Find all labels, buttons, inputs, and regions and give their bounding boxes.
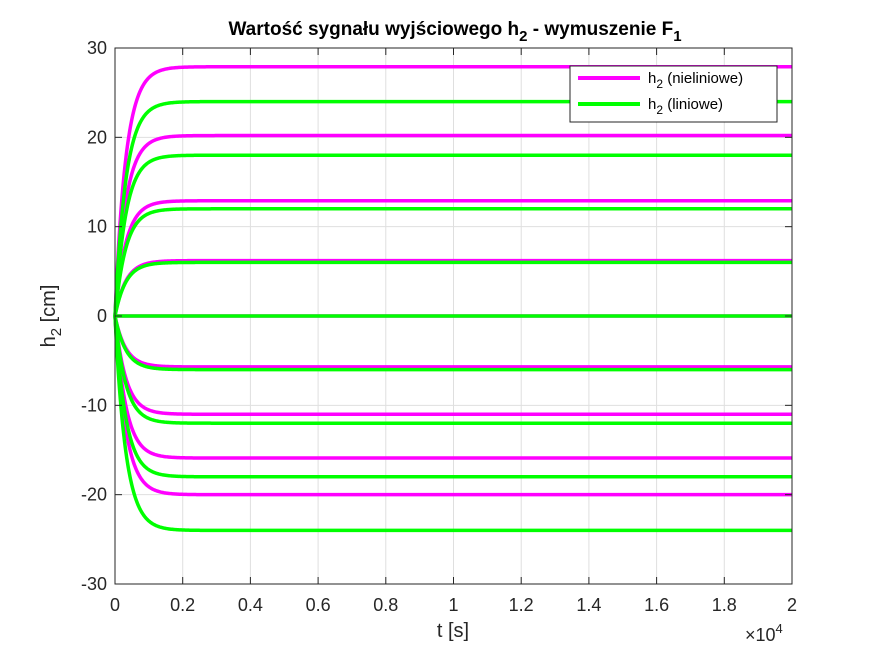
legend-nonlinear-rest: (nieliniowe)	[663, 70, 743, 87]
legend-linear-main: h	[648, 96, 656, 113]
legend-nonlinear-main: h	[648, 70, 656, 87]
y-axis-label: h2 [cm]	[38, 285, 65, 348]
series-line	[113, 314, 792, 479]
x-exponent-prefix: ×10	[745, 625, 776, 645]
x-tick-label: 0.2	[170, 595, 195, 615]
y-tick-label: -30	[81, 574, 107, 594]
series-line	[113, 314, 792, 417]
series-line	[113, 314, 792, 425]
series-layer	[113, 65, 792, 533]
x-tick-label: 2	[787, 595, 797, 615]
title-sub-1: 2	[519, 28, 527, 45]
series-line	[113, 133, 792, 318]
series-line	[113, 314, 792, 460]
x-tick-label: 1	[448, 595, 458, 615]
ticks	[114, 47, 793, 585]
title-main: Wartość sygnału wyjściowego h	[228, 19, 519, 40]
x-tick-label: 1.6	[644, 595, 669, 615]
series-line	[113, 207, 792, 318]
y-tick-labels: -30 -20 -10 0 10 20 30	[81, 38, 107, 594]
y-tick-label: 30	[87, 38, 107, 58]
series-line	[113, 153, 792, 318]
ylabel-main: h	[38, 336, 60, 347]
legend-label-nonlinear: h2 (nieliniowe)	[648, 70, 743, 91]
series-line	[113, 199, 792, 318]
series-linear	[113, 99, 792, 533]
x-tick-label: 0.4	[238, 595, 263, 615]
x-exponent-power: 4	[776, 621, 783, 636]
ylabel-rest: [cm]	[38, 285, 60, 328]
series-line	[113, 314, 792, 497]
y-tick-label: 10	[87, 217, 107, 237]
y-tick-label: 0	[97, 306, 107, 326]
x-tick-label: 1.4	[576, 595, 601, 615]
x-axis-exponent: ×104	[745, 621, 783, 645]
y-tick-label: -20	[81, 485, 107, 505]
chart-title: Wartość sygnału wyjściowego h2 - wymusze…	[228, 19, 681, 45]
legend-linear-rest: (liniowe)	[663, 96, 723, 113]
x-axis-label: t [s]	[437, 620, 469, 642]
x-tick-label: 1.2	[509, 595, 534, 615]
x-tick-label: 0.8	[373, 595, 398, 615]
x-tick-label: 0.6	[306, 595, 331, 615]
legend-label-linear: h2 (liniowe)	[648, 96, 723, 117]
title-sub-2: 1	[673, 28, 681, 45]
x-tick-label: 0	[110, 595, 120, 615]
series-line	[113, 314, 792, 372]
legend-box	[569, 65, 778, 123]
series-line	[113, 314, 792, 533]
x-tick-label: 1.8	[712, 595, 737, 615]
y-tick-label: 20	[87, 127, 107, 147]
ylabel-sub: 2	[48, 328, 65, 336]
series-line	[113, 260, 792, 318]
title-mid: - wymuszenie F	[528, 19, 674, 40]
series-line	[113, 65, 792, 318]
legend: h2 (nieliniowe) h2 (liniowe)	[569, 65, 778, 123]
series-line	[113, 99, 792, 318]
legend-linear-sub: 2	[656, 103, 663, 117]
legend-nonlinear-sub: 2	[656, 77, 663, 91]
x-tick-labels: 0 0.2 0.4 0.6 0.8 1 1.2 1.4 1.6 1.8 2	[110, 595, 797, 615]
y-tick-label: -10	[81, 395, 107, 415]
